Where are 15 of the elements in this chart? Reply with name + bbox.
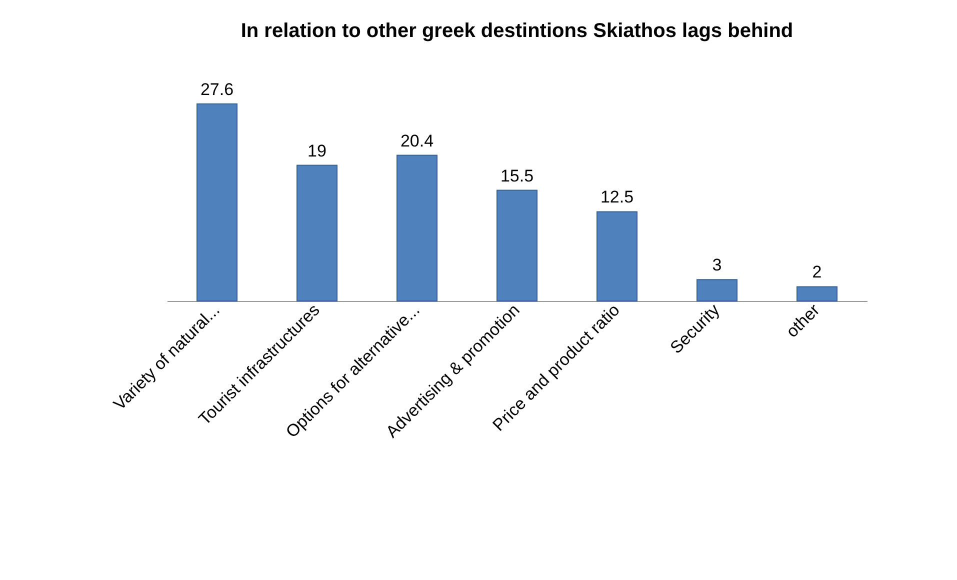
bar	[196, 103, 238, 302]
chart-title: In relation to other greek destintions Skiathos lags behind	[240, 20, 794, 42]
bar	[796, 286, 838, 302]
data-label: 20.4	[400, 131, 434, 150]
bar	[296, 164, 338, 302]
data-label: 3	[712, 256, 722, 275]
data-label: 19	[308, 141, 326, 160]
data-label: 12.5	[600, 188, 634, 207]
data-label: 2	[812, 262, 822, 282]
bar	[396, 154, 438, 302]
bar	[496, 190, 538, 302]
data-label: 27.6	[200, 80, 234, 99]
bar	[596, 211, 638, 302]
bar	[696, 279, 738, 302]
data-label: 15.5	[500, 166, 534, 186]
